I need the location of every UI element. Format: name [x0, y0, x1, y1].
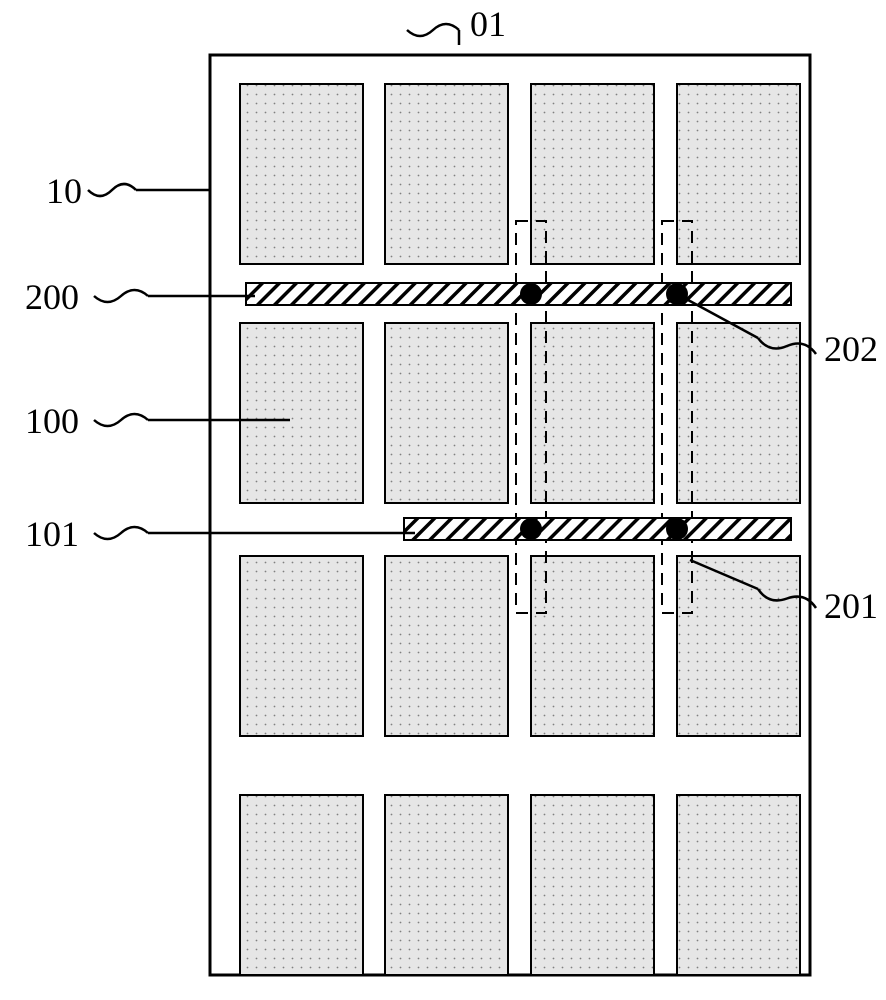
diagram-canvas: 01 10 200 100 101 202 201: [0, 0, 886, 1000]
grid-cell: [240, 323, 363, 503]
horizontal-hatched-bar: [246, 283, 791, 305]
leader-squiggle: [407, 24, 459, 36]
grid-cell: [677, 323, 800, 503]
grid-cell: [385, 84, 508, 264]
label-101: 101: [25, 513, 79, 555]
leader-squiggle: [94, 290, 148, 302]
label-01: 01: [470, 3, 506, 45]
grid-cell: [531, 323, 654, 503]
label-201: 201: [824, 585, 878, 627]
grid-cell: [240, 556, 363, 736]
grid-cell: [677, 84, 800, 264]
grid-cell: [385, 795, 508, 975]
grid-cell: [677, 556, 800, 736]
grid-cell: [385, 556, 508, 736]
grid-cell: [531, 795, 654, 975]
diagram-svg: [0, 0, 886, 1000]
horizontal-hatched-bar: [404, 518, 791, 540]
label-202: 202: [824, 328, 878, 370]
label-100: 100: [25, 400, 79, 442]
label-200: 200: [25, 276, 79, 318]
leader-squiggle: [88, 184, 136, 196]
leader-squiggle: [94, 527, 148, 539]
grid-cell: [677, 795, 800, 975]
intersection-dot: [666, 518, 688, 540]
label-10: 10: [46, 170, 82, 212]
grid-cell: [531, 556, 654, 736]
leader-squiggle: [94, 414, 148, 426]
grid-cell: [385, 323, 508, 503]
intersection-dot: [520, 283, 542, 305]
grid-cell: [240, 795, 363, 975]
intersection-dot: [520, 518, 542, 540]
grid-cell: [531, 84, 654, 264]
grid-cell: [240, 84, 363, 264]
